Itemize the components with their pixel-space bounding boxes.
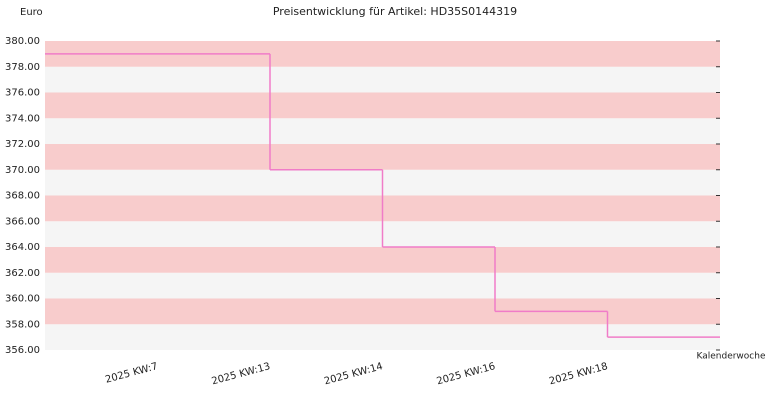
y-tick-label: 364.00 [5,242,40,253]
y-axis-label: Euro [20,7,43,18]
x-tick-label: 2025 KW:18 [548,361,609,387]
x-tick-label: 2025 KW:7 [104,361,159,386]
y-tick-label: 372.00 [5,139,40,150]
x-tick-label: 2025 KW:16 [436,361,497,387]
band [45,118,720,144]
x-tick-label: 2025 KW:14 [323,361,384,387]
y-tick-label: 368.00 [5,191,40,202]
band [45,272,720,299]
band [45,92,720,119]
y-tick-label: 380.00 [5,36,40,47]
band [45,247,720,273]
y-tick-label: 356.00 [5,345,40,356]
band [45,144,720,170]
chart-title: Preisentwicklung für Artikel: HD35S01443… [273,5,517,18]
y-tick-label: 358.00 [5,319,40,330]
y-tick-label: 362.00 [5,268,40,279]
band [45,298,720,325]
x-tick-label: 2025 KW:13 [211,361,272,387]
y-tick-label: 374.00 [5,113,40,124]
x-axis-label: Kalenderwoche [696,352,765,362]
y-tick-label: 376.00 [5,88,40,99]
y-tick-label: 360.00 [5,294,40,305]
y-tick-label: 366.00 [5,216,40,227]
y-tick-label: 370.00 [5,165,40,176]
band [45,66,720,93]
y-tick-label: 378.00 [5,62,40,73]
